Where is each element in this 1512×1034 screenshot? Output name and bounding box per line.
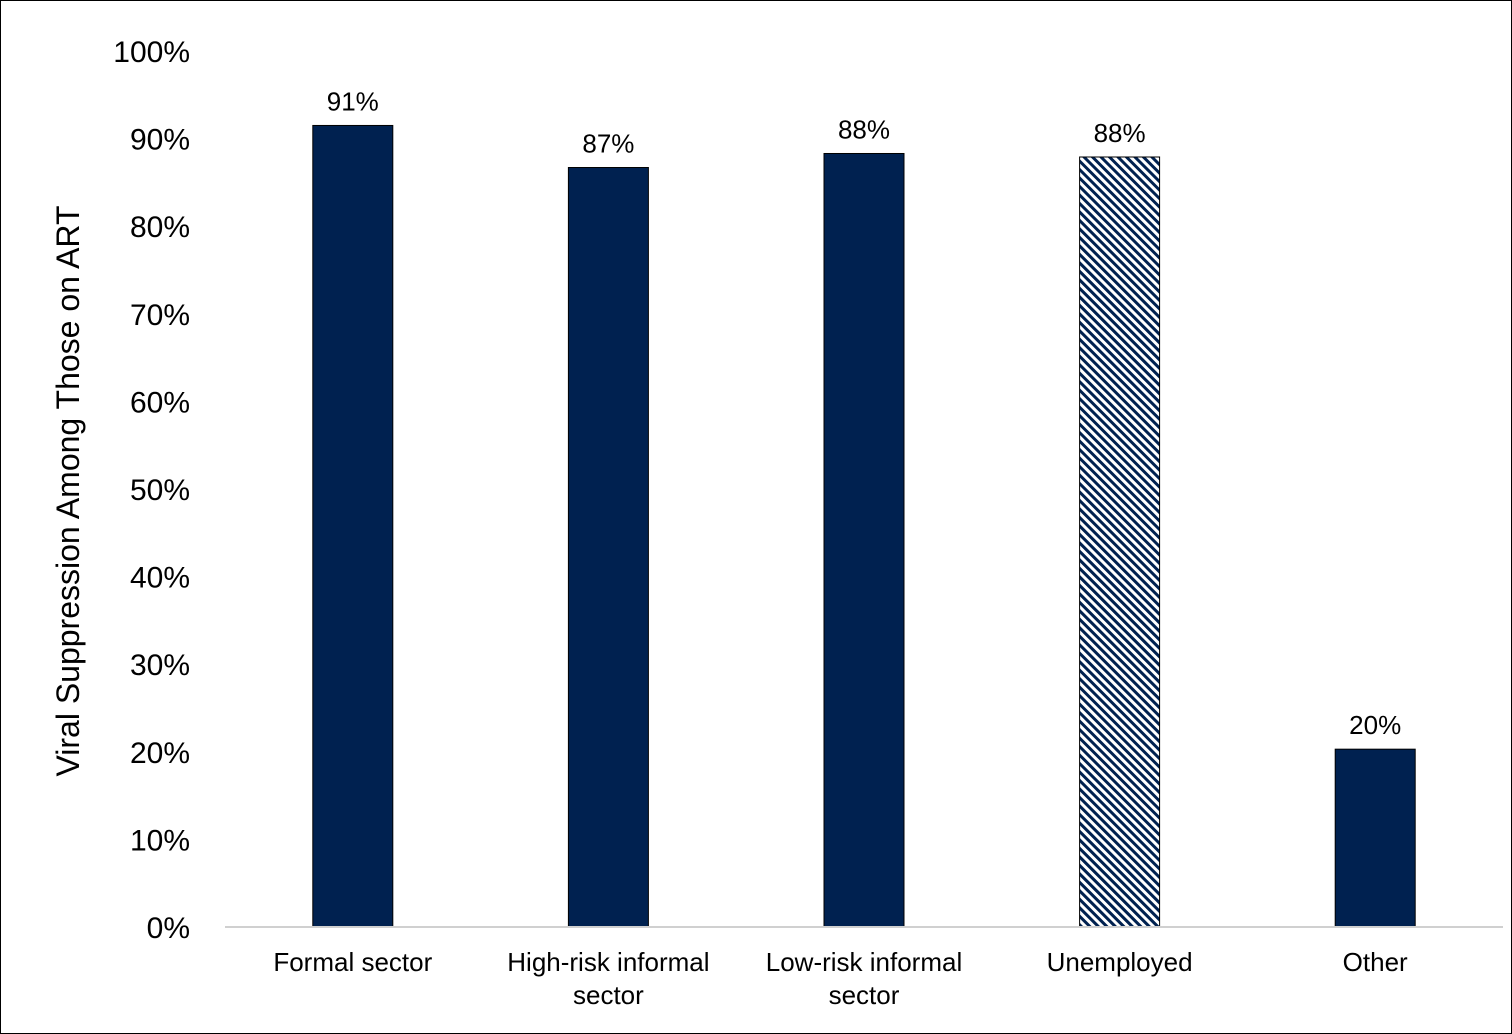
- bar: [1079, 156, 1161, 928]
- y-tick-label: 20%: [130, 737, 190, 770]
- bar: [312, 124, 394, 928]
- bars: [312, 124, 1416, 928]
- y-tick-label: 30%: [130, 649, 190, 682]
- y-tick-label: 100%: [113, 36, 190, 69]
- data-labels: 91% 87% 88% 88% 20%: [327, 86, 1401, 740]
- y-tick-label: 90%: [130, 124, 190, 157]
- y-tick-label: 10%: [130, 824, 190, 857]
- y-tick-label: 60%: [130, 386, 190, 419]
- category-label: sector: [573, 980, 644, 1010]
- category-label: Unemployed: [1047, 947, 1193, 977]
- category-label: Formal sector: [273, 947, 432, 977]
- data-label: 88%: [1094, 118, 1146, 148]
- data-label: 87%: [582, 129, 634, 159]
- category-labels: Formal sector High-risk informalsectorLow…: [273, 947, 1408, 1010]
- y-tick-label: 70%: [130, 299, 190, 332]
- bar: [823, 152, 905, 928]
- y-tick-label: 80%: [130, 211, 190, 244]
- category-label: sector: [829, 980, 900, 1010]
- y-tick-label: 0%: [147, 912, 190, 945]
- bar: [567, 167, 649, 928]
- bar: [1334, 748, 1416, 928]
- data-label: 20%: [1349, 710, 1401, 740]
- y-tick-label: 40%: [130, 562, 190, 595]
- y-tick-label: 50%: [130, 474, 190, 507]
- category-label: Low-risk informal: [766, 947, 963, 977]
- category-label: High-risk informal: [507, 947, 709, 977]
- y-axis-title: Viral Suppression Among Those on ART: [50, 205, 86, 776]
- y-axis-ticks: 0% 10% 20% 30% 40% 50% 60% 70% 80% 90% 100%: [113, 36, 190, 945]
- category-label: Other: [1343, 947, 1408, 977]
- data-label: 88%: [838, 114, 890, 144]
- data-label: 91%: [327, 86, 379, 116]
